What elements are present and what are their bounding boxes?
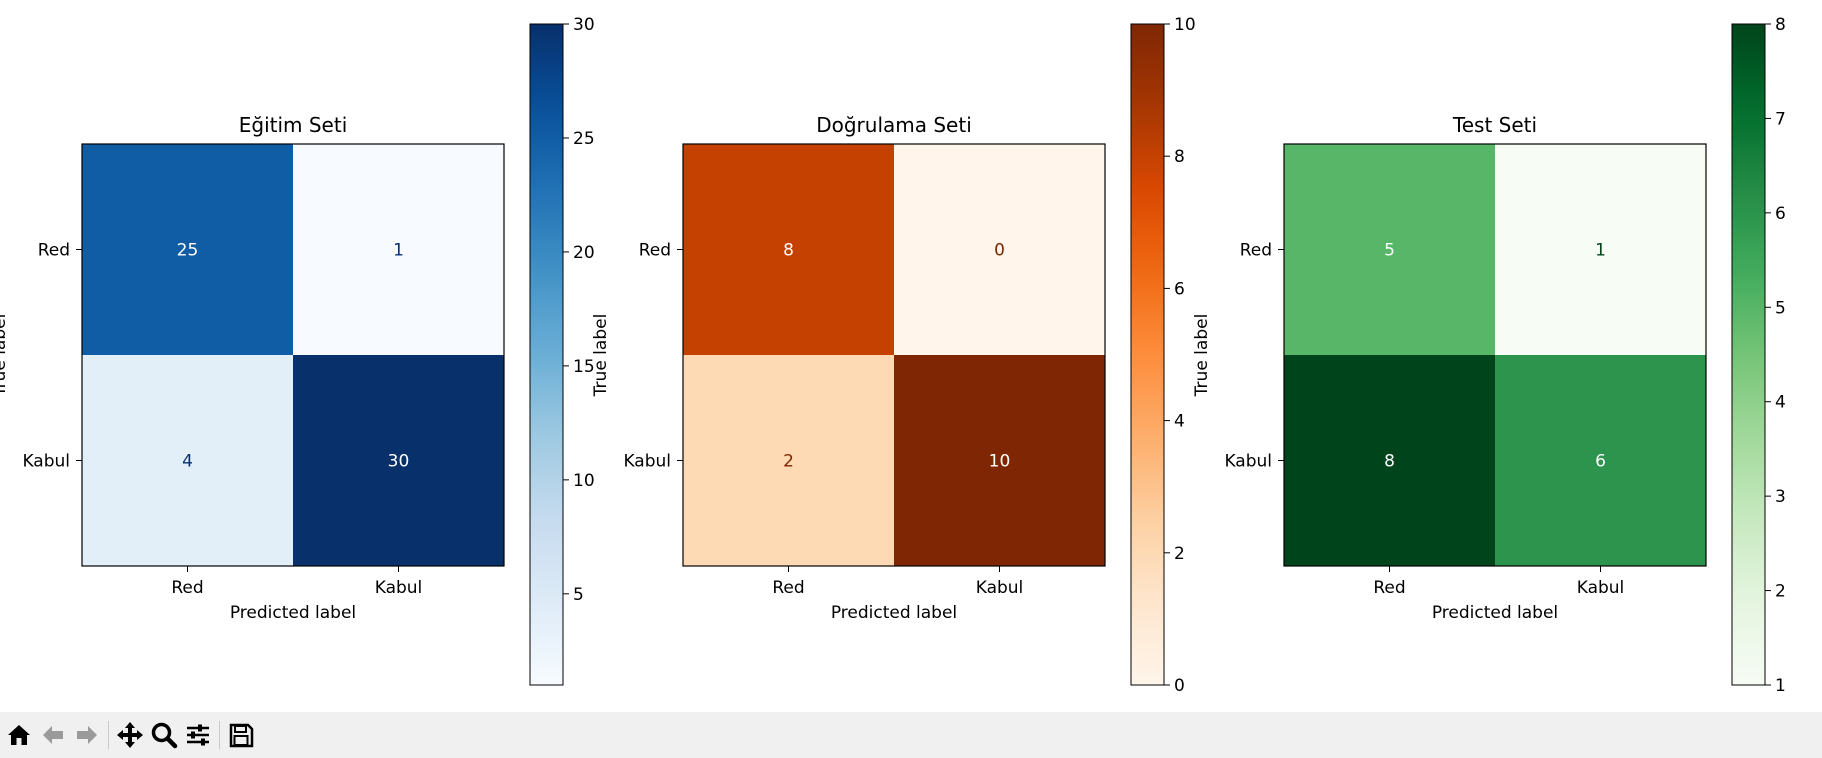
- forward-button[interactable]: [70, 718, 104, 752]
- y-tick-label: Kabul: [1224, 452, 1272, 472]
- home-icon: [8, 725, 30, 745]
- heatmap-cell: [1284, 355, 1496, 567]
- navigation-toolbar: [0, 712, 1822, 758]
- colorbar-tick-label: 8: [1775, 15, 1786, 35]
- colorbar-tick-label: 2: [1775, 582, 1786, 602]
- heatmap-cell: [683, 144, 895, 356]
- heatmap-cell: [293, 144, 505, 356]
- x-axis-label: Predicted label: [1432, 603, 1558, 623]
- colorbar-tick-label: 30: [573, 15, 595, 35]
- home-button[interactable]: [2, 718, 36, 752]
- colorbar-tick-label: 0: [1174, 676, 1185, 696]
- cell-value-label: 8: [783, 241, 794, 261]
- cell-value-label: 1: [393, 241, 404, 261]
- colorbar-tick-label: 7: [1775, 109, 1786, 129]
- cell-value-label: 4: [182, 452, 193, 472]
- configure-subplots-icon: [187, 724, 209, 746]
- heatmap-cell: [683, 355, 895, 567]
- pan-move-icon: [117, 722, 143, 748]
- colorbar-tick-label: 1: [1775, 676, 1786, 696]
- back-arrow-icon: [43, 726, 63, 744]
- y-tick-label: Kabul: [623, 452, 671, 472]
- colorbar-tick-label: 5: [1775, 298, 1786, 318]
- configure-subplots-button[interactable]: [181, 718, 215, 752]
- cell-value-label: 10: [989, 452, 1011, 472]
- chart-title: Test Seti: [1452, 113, 1537, 137]
- pan-button[interactable]: [113, 718, 147, 752]
- heatmap-cell: [1495, 144, 1707, 356]
- x-tick-label: Red: [171, 578, 203, 598]
- zoom-magnifier-icon: [151, 722, 178, 749]
- colorbar-tick-label: 20: [573, 243, 595, 263]
- colorbar-tick-label: 10: [1174, 15, 1196, 35]
- colorbar-tick-label: 15: [573, 357, 595, 377]
- cell-value-label: 25: [177, 241, 199, 261]
- colorbar-tick-label: 2: [1174, 544, 1185, 564]
- colorbar-tick-label: 10: [573, 471, 595, 491]
- cell-value-label: 5: [1384, 241, 1395, 261]
- x-axis-label: Predicted label: [230, 603, 356, 623]
- axes-frame: [81, 143, 505, 567]
- x-tick-label: Kabul: [375, 578, 423, 598]
- x-tick-label: Red: [772, 578, 804, 598]
- y-axis-label: True label: [591, 314, 611, 398]
- x-axis-label: Predicted label: [831, 603, 957, 623]
- heatmap-cell: [894, 144, 1106, 356]
- heatmap-cell: [1495, 355, 1707, 567]
- heatmap-cell: [293, 355, 505, 567]
- colorbar-tick-label: 4: [1174, 412, 1185, 432]
- axes-frame: [1283, 143, 1707, 567]
- colorbar-tick-label: 6: [1775, 204, 1786, 224]
- confusion-matrix-panel-0: 25 1 4 30 Eğitim Seti Red Kabul Predicted label…: [0, 15, 595, 686]
- colorbar: [1731, 23, 1766, 686]
- x-tick-label: Kabul: [976, 578, 1024, 598]
- save-button[interactable]: [224, 718, 258, 752]
- axes-frame: [682, 143, 1106, 567]
- x-tick-label: Red: [1373, 578, 1405, 598]
- cell-value-label: 30: [388, 452, 410, 472]
- toolbar-separator: [219, 721, 220, 749]
- confusion-matrix-panel-2: 5 1 8 6 Test Seti Red Kabul Predicted label Red K…: [1192, 15, 1786, 696]
- chart-title: Eğitim Seti: [239, 113, 348, 137]
- y-tick-label: Red: [1240, 241, 1272, 261]
- y-tick-label: Red: [639, 241, 671, 261]
- heatmap-cell: [82, 144, 294, 356]
- heatmap-cell: [1284, 144, 1496, 356]
- colorbar: [1130, 23, 1165, 686]
- heatmap-cell: [82, 355, 294, 567]
- colorbar-tick-label: 4: [1775, 393, 1786, 413]
- cell-value-label: 2: [783, 452, 794, 472]
- y-axis-label: True label: [0, 314, 10, 398]
- heatmap-cell: [894, 355, 1106, 567]
- colorbar-tick-label: 5: [573, 585, 584, 605]
- colorbar-tick-label: 6: [1174, 279, 1185, 299]
- y-axis-label: True label: [1192, 314, 1212, 398]
- confusion-matrix-panel-1: 8 0 2 10 Doğrulama Seti Red Kabul Predicted lab…: [591, 15, 1196, 696]
- cell-value-label: 6: [1595, 452, 1606, 472]
- zoom-button[interactable]: [147, 718, 181, 752]
- y-tick-label: Kabul: [22, 452, 70, 472]
- chart-title: Doğrulama Seti: [816, 113, 972, 137]
- colorbar: [529, 23, 564, 686]
- figure-canvas: 25 1 4 30 Eğitim Seti Red Kabul Predicted label…: [0, 15, 1786, 696]
- colorbar-tick-label: 25: [573, 129, 595, 149]
- toolbar-separator: [108, 721, 109, 749]
- y-tick-label: Red: [38, 241, 70, 261]
- cell-value-label: 8: [1384, 452, 1395, 472]
- forward-arrow-icon: [77, 726, 97, 744]
- save-floppy-icon: [229, 723, 254, 748]
- x-tick-label: Kabul: [1577, 578, 1625, 598]
- back-button[interactable]: [36, 718, 70, 752]
- colorbar-tick-label: 8: [1174, 147, 1185, 167]
- cell-value-label: 0: [994, 241, 1005, 261]
- colorbar-tick-label: 3: [1775, 487, 1786, 507]
- cell-value-label: 1: [1595, 241, 1606, 261]
